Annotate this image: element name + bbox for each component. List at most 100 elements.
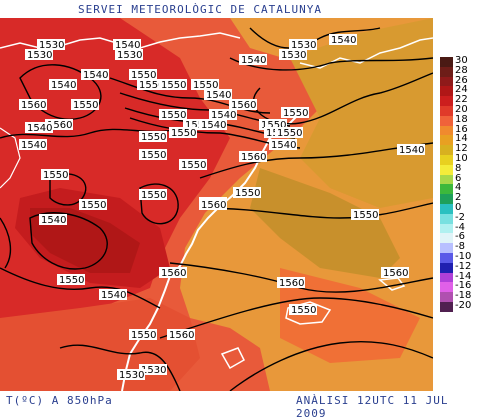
- legend-swatch: [440, 86, 453, 97]
- svg-text:1530: 1530: [117, 50, 142, 61]
- svg-text:1560: 1560: [169, 330, 194, 341]
- zone-14-16-sea: [250, 168, 400, 278]
- svg-text:1540: 1540: [331, 35, 356, 46]
- contour-label: 1550: [139, 149, 167, 161]
- svg-text:1530: 1530: [291, 40, 316, 51]
- contour-label: 1530: [279, 49, 307, 61]
- svg-text:1540: 1540: [211, 110, 236, 121]
- analysis-time: ANÀLISI 12UTC 11 JUL 2009: [296, 394, 449, 420]
- legend-item: 12: [440, 144, 485, 155]
- legend-swatch: [440, 252, 453, 263]
- svg-text:1550: 1550: [181, 160, 206, 171]
- legend-label: -10: [455, 250, 472, 262]
- contour-label: 1540: [269, 139, 297, 151]
- contour-line: [252, 72, 433, 125]
- contour-label: 1550: [57, 274, 85, 286]
- legend-swatch: [440, 243, 453, 253]
- temperature-map: 1530 1540 1530 1540 1530 1530 1540 1530 1540 1550…: [0, 18, 433, 391]
- svg-text:1550: 1550: [193, 80, 218, 91]
- contour-label: 1560: [381, 267, 409, 279]
- legend-label: 10: [455, 152, 468, 164]
- svg-text:1550: 1550: [81, 200, 106, 211]
- contour-line: [0, 267, 161, 309]
- svg-text:1550: 1550: [131, 330, 156, 341]
- legend-item: -12: [440, 260, 485, 273]
- contour-label: 1550: [71, 99, 99, 111]
- contour-line: [29, 212, 108, 270]
- legend-label: -8: [455, 241, 465, 253]
- legend-item: -20: [440, 300, 485, 312]
- svg-text:1550: 1550: [171, 128, 196, 139]
- legend-swatch: [440, 154, 453, 165]
- legend-item: -16: [440, 280, 485, 293]
- legend-label: -4: [455, 221, 465, 233]
- legend-label: 16: [455, 123, 468, 135]
- contour-line: [59, 344, 181, 391]
- svg-text:1530: 1530: [119, 370, 144, 381]
- legend-label: -18: [455, 290, 472, 302]
- legend-label: -16: [455, 280, 472, 292]
- legend-item: 30: [440, 56, 485, 67]
- contour-label: 1550: [281, 107, 309, 119]
- svg-text:1550: 1550: [59, 275, 84, 286]
- svg-text:1560: 1560: [231, 100, 256, 111]
- svg-text:1540: 1540: [201, 120, 226, 131]
- svg-text:1550: 1550: [291, 305, 316, 316]
- svg-text:1530: 1530: [27, 50, 52, 61]
- legend-swatch: [440, 135, 453, 146]
- legend-swatch: [440, 57, 453, 67]
- contour-label: 1550: [41, 169, 69, 181]
- svg-text:1540: 1540: [41, 215, 66, 226]
- legend-item: 10: [440, 152, 485, 165]
- svg-text:1560: 1560: [383, 268, 408, 279]
- contour-line: [19, 64, 102, 120]
- island-ibiza: [220, 347, 245, 370]
- legend-label: -6: [455, 231, 465, 243]
- map-variable: T(ºC) A 850hPa: [6, 394, 113, 407]
- contour-label: 1540: [204, 89, 232, 101]
- legend-swatch: [440, 203, 453, 214]
- legend-swatch: [440, 272, 453, 283]
- legend-item: -14: [440, 271, 485, 283]
- svg-text:1550: 1550: [141, 150, 166, 161]
- svg-text:1540: 1540: [206, 90, 231, 101]
- legend-swatch: [440, 223, 453, 234]
- contour-label: 1540: [239, 54, 267, 66]
- contour-label: 1540: [19, 139, 47, 151]
- contour-label: 1550: [351, 209, 379, 221]
- contour-label: 1530: [139, 364, 167, 376]
- legend-item: 24: [440, 85, 485, 97]
- contour-label: 1560: [239, 151, 267, 163]
- legend-label: 4: [455, 182, 462, 194]
- contour-label: 1540: [25, 122, 53, 134]
- svg-text:1540: 1540: [51, 80, 76, 91]
- contour-label: 1540: [39, 214, 67, 226]
- svg-text:1540: 1540: [21, 140, 46, 151]
- contour-line: [159, 297, 433, 339]
- contour-label: 1560: [167, 329, 195, 341]
- legend-item: -8: [440, 241, 485, 253]
- legend-item: 14: [440, 134, 485, 146]
- border-west: [0, 127, 21, 189]
- legend-swatch: [440, 174, 453, 185]
- contour-label: 1540: [397, 144, 425, 156]
- legend-item: 20: [440, 104, 485, 116]
- legend-label: -2: [455, 211, 465, 223]
- contour-line: [249, 27, 381, 49]
- svg-text:1560: 1560: [161, 268, 186, 279]
- contour-label: 1550: [139, 131, 167, 143]
- legend-label: 0: [455, 201, 462, 213]
- contour-label: 1550: [129, 69, 157, 81]
- contour-label: 1560: [229, 99, 257, 111]
- legend-label: 22: [455, 94, 468, 106]
- legend-swatch: [440, 184, 453, 195]
- temperature-legend: 30 28 26 24 22 20 18 16 14 12 10 8 6 4 2 0 -2 -4 -6 -8 -10 -1…: [440, 56, 485, 312]
- legend-label: 6: [455, 172, 462, 184]
- legend-label: -12: [455, 260, 472, 272]
- contour-label: 1550: [179, 159, 207, 171]
- legend-item: 16: [440, 123, 485, 136]
- legend-swatch: [440, 292, 453, 302]
- svg-text:1560: 1560: [279, 278, 304, 289]
- svg-text:1550: 1550: [131, 70, 156, 81]
